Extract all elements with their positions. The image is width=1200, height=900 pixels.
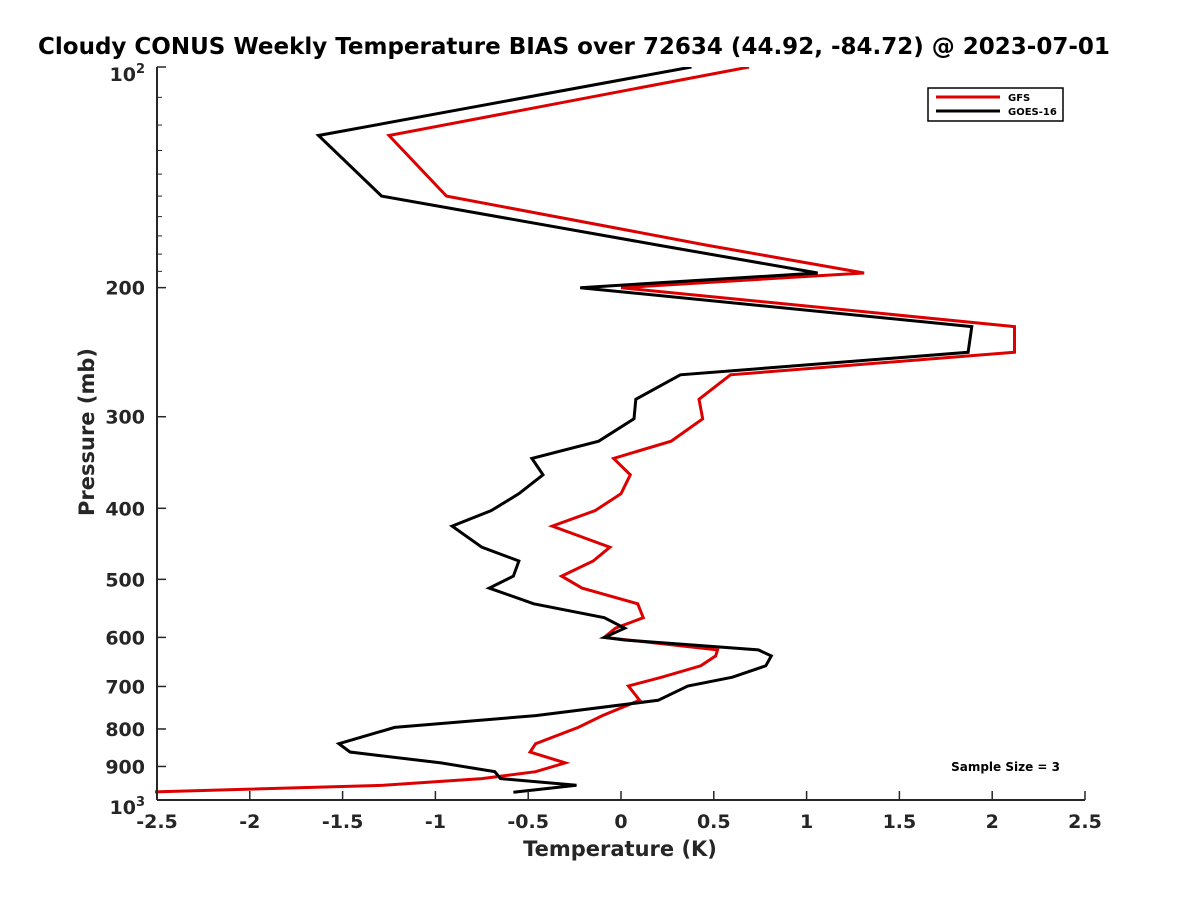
- y-tick-label: 500: [105, 569, 145, 591]
- series-line-goes-16: [315, 67, 974, 794]
- plot-axes: [156, 67, 1085, 801]
- x-tick-label: 1.5: [883, 811, 917, 833]
- series-line-gfs: [155, 67, 1016, 794]
- y-tick-label: 200: [105, 278, 145, 300]
- x-tick-label: 0.5: [697, 811, 731, 833]
- y-tick-label: 700: [105, 676, 145, 698]
- x-tick-label: -2.5: [136, 811, 178, 833]
- legend-box: [927, 87, 1064, 122]
- y-axis-label: Pressure (mb): [75, 348, 99, 516]
- y-tick-label: 900: [105, 756, 145, 778]
- y-tick-label: 600: [105, 627, 145, 649]
- chart-legend: GFS GOES-16: [927, 87, 1064, 122]
- x-tick-label: -1.5: [322, 811, 364, 833]
- sample-size-annotation: Sample Size = 3: [951, 760, 1060, 774]
- legend-label: GFS: [1008, 93, 1030, 104]
- chart-title: Cloudy CONUS Weekly Temperature BIAS ove…: [38, 34, 1110, 60]
- plot-series-group: [155, 67, 1016, 794]
- x-tick-label: 2.5: [1068, 811, 1102, 833]
- x-axis-label: Temperature (K): [523, 837, 717, 861]
- x-tick-label: 1: [800, 811, 813, 833]
- y-tick-label: 800: [105, 719, 145, 741]
- legend-label: GOES-16: [1008, 107, 1057, 118]
- x-tick-label: -2: [239, 811, 260, 833]
- y-tick-label: 400: [105, 498, 145, 520]
- x-tick-label: 0: [614, 811, 627, 833]
- x-tick-label: -0.5: [507, 811, 549, 833]
- axis-ticks: -2.5 -2 -1.5 -1 -0.5 0 0.5 1 1.5 2 2.5 102 103 200 300…: [105, 62, 1102, 833]
- y-tick-label: 300: [105, 407, 145, 429]
- x-tick-label: -1: [425, 811, 446, 833]
- y-tick-label-bottom: 103: [110, 795, 146, 819]
- x-tick-label: 2: [986, 811, 999, 833]
- y-tick-label-top: 102: [110, 62, 146, 86]
